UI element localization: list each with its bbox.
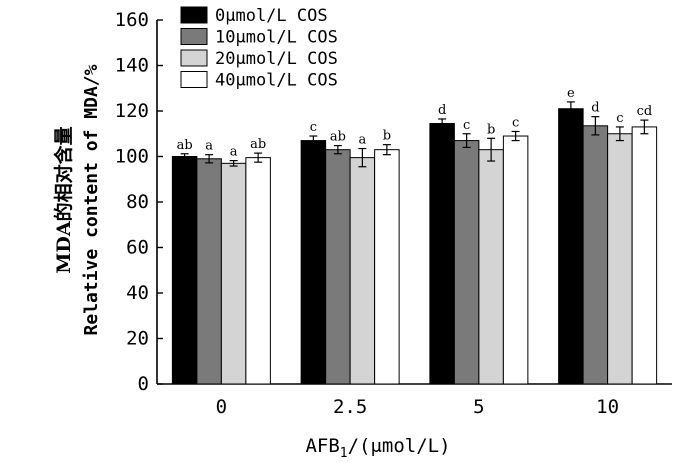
bar [429,123,455,385]
bars-layer [171,101,658,385]
bar [374,149,400,385]
legend-label: 10μmol/L COS [215,28,338,48]
bar [631,126,658,385]
bar [607,133,633,385]
bar [325,149,351,385]
x-tick-label: 5 [473,396,484,418]
y-tick-label: 60 [126,237,149,259]
bar [349,157,376,385]
legend-swatch [180,6,208,24]
significance-label: d [591,101,599,116]
y-tick-label: 140 [115,55,149,77]
bar [300,140,327,385]
x-tick-label: 2.5 [333,396,367,418]
x-axis-title-unit: /(μmol/L) [348,435,451,457]
x-axis-title-subscript: 1 [340,446,348,461]
bar [220,162,247,385]
significance-label: cd [637,104,653,119]
y-tick-label: 0 [138,373,149,395]
significance-label: c [512,115,519,130]
bar [582,125,609,385]
x-axis-title-main: AFB [305,435,339,457]
bar [171,156,198,385]
bar [558,108,584,385]
y-tick-label: 40 [126,282,149,304]
significance-label: ab [330,130,346,145]
legend-label: 40μmol/L COS [215,71,338,91]
significance-label: b [383,129,391,144]
bar [453,140,480,385]
y-tick-label: 120 [115,100,149,122]
legend-label: 20μmol/L COS [215,49,338,69]
y-tick-label: 100 [115,146,149,168]
bar [245,157,271,385]
y-tick-label: 20 [126,328,149,350]
significance-label: e [567,86,575,101]
significance-label: ab [250,137,266,152]
y-axis-title-cn: MDA的相对含量 [52,126,75,273]
y-tick-label: 80 [126,191,149,213]
significance-label: c [616,111,623,126]
significance-label: a [358,133,366,148]
legend-swatch [180,28,208,45]
legend-label: 0μmol/L COS [215,6,328,26]
significance-label: d [438,103,446,118]
significance-label: ab [177,138,193,153]
significance-label: c [463,118,470,133]
legend-swatch [180,71,208,88]
bar [196,158,222,385]
bar [502,135,529,385]
x-tick-label: 10 [596,396,619,418]
x-tick-label: 0 [216,396,227,418]
y-tick-label: 160 [115,9,149,31]
x-axis-title: AFB1/(μmol/L) [305,435,450,461]
significance-label: a [230,145,238,160]
y-axis-title-en: Relative content of MDA/% [81,64,102,335]
legend-swatch [180,49,208,67]
significance-label: b [487,122,495,137]
bar [478,149,504,385]
significance-label: a [205,139,213,154]
significance-label: c [310,120,317,135]
axes-layer: 0 20 40 60 80 100 120 140 160 [115,9,672,395]
